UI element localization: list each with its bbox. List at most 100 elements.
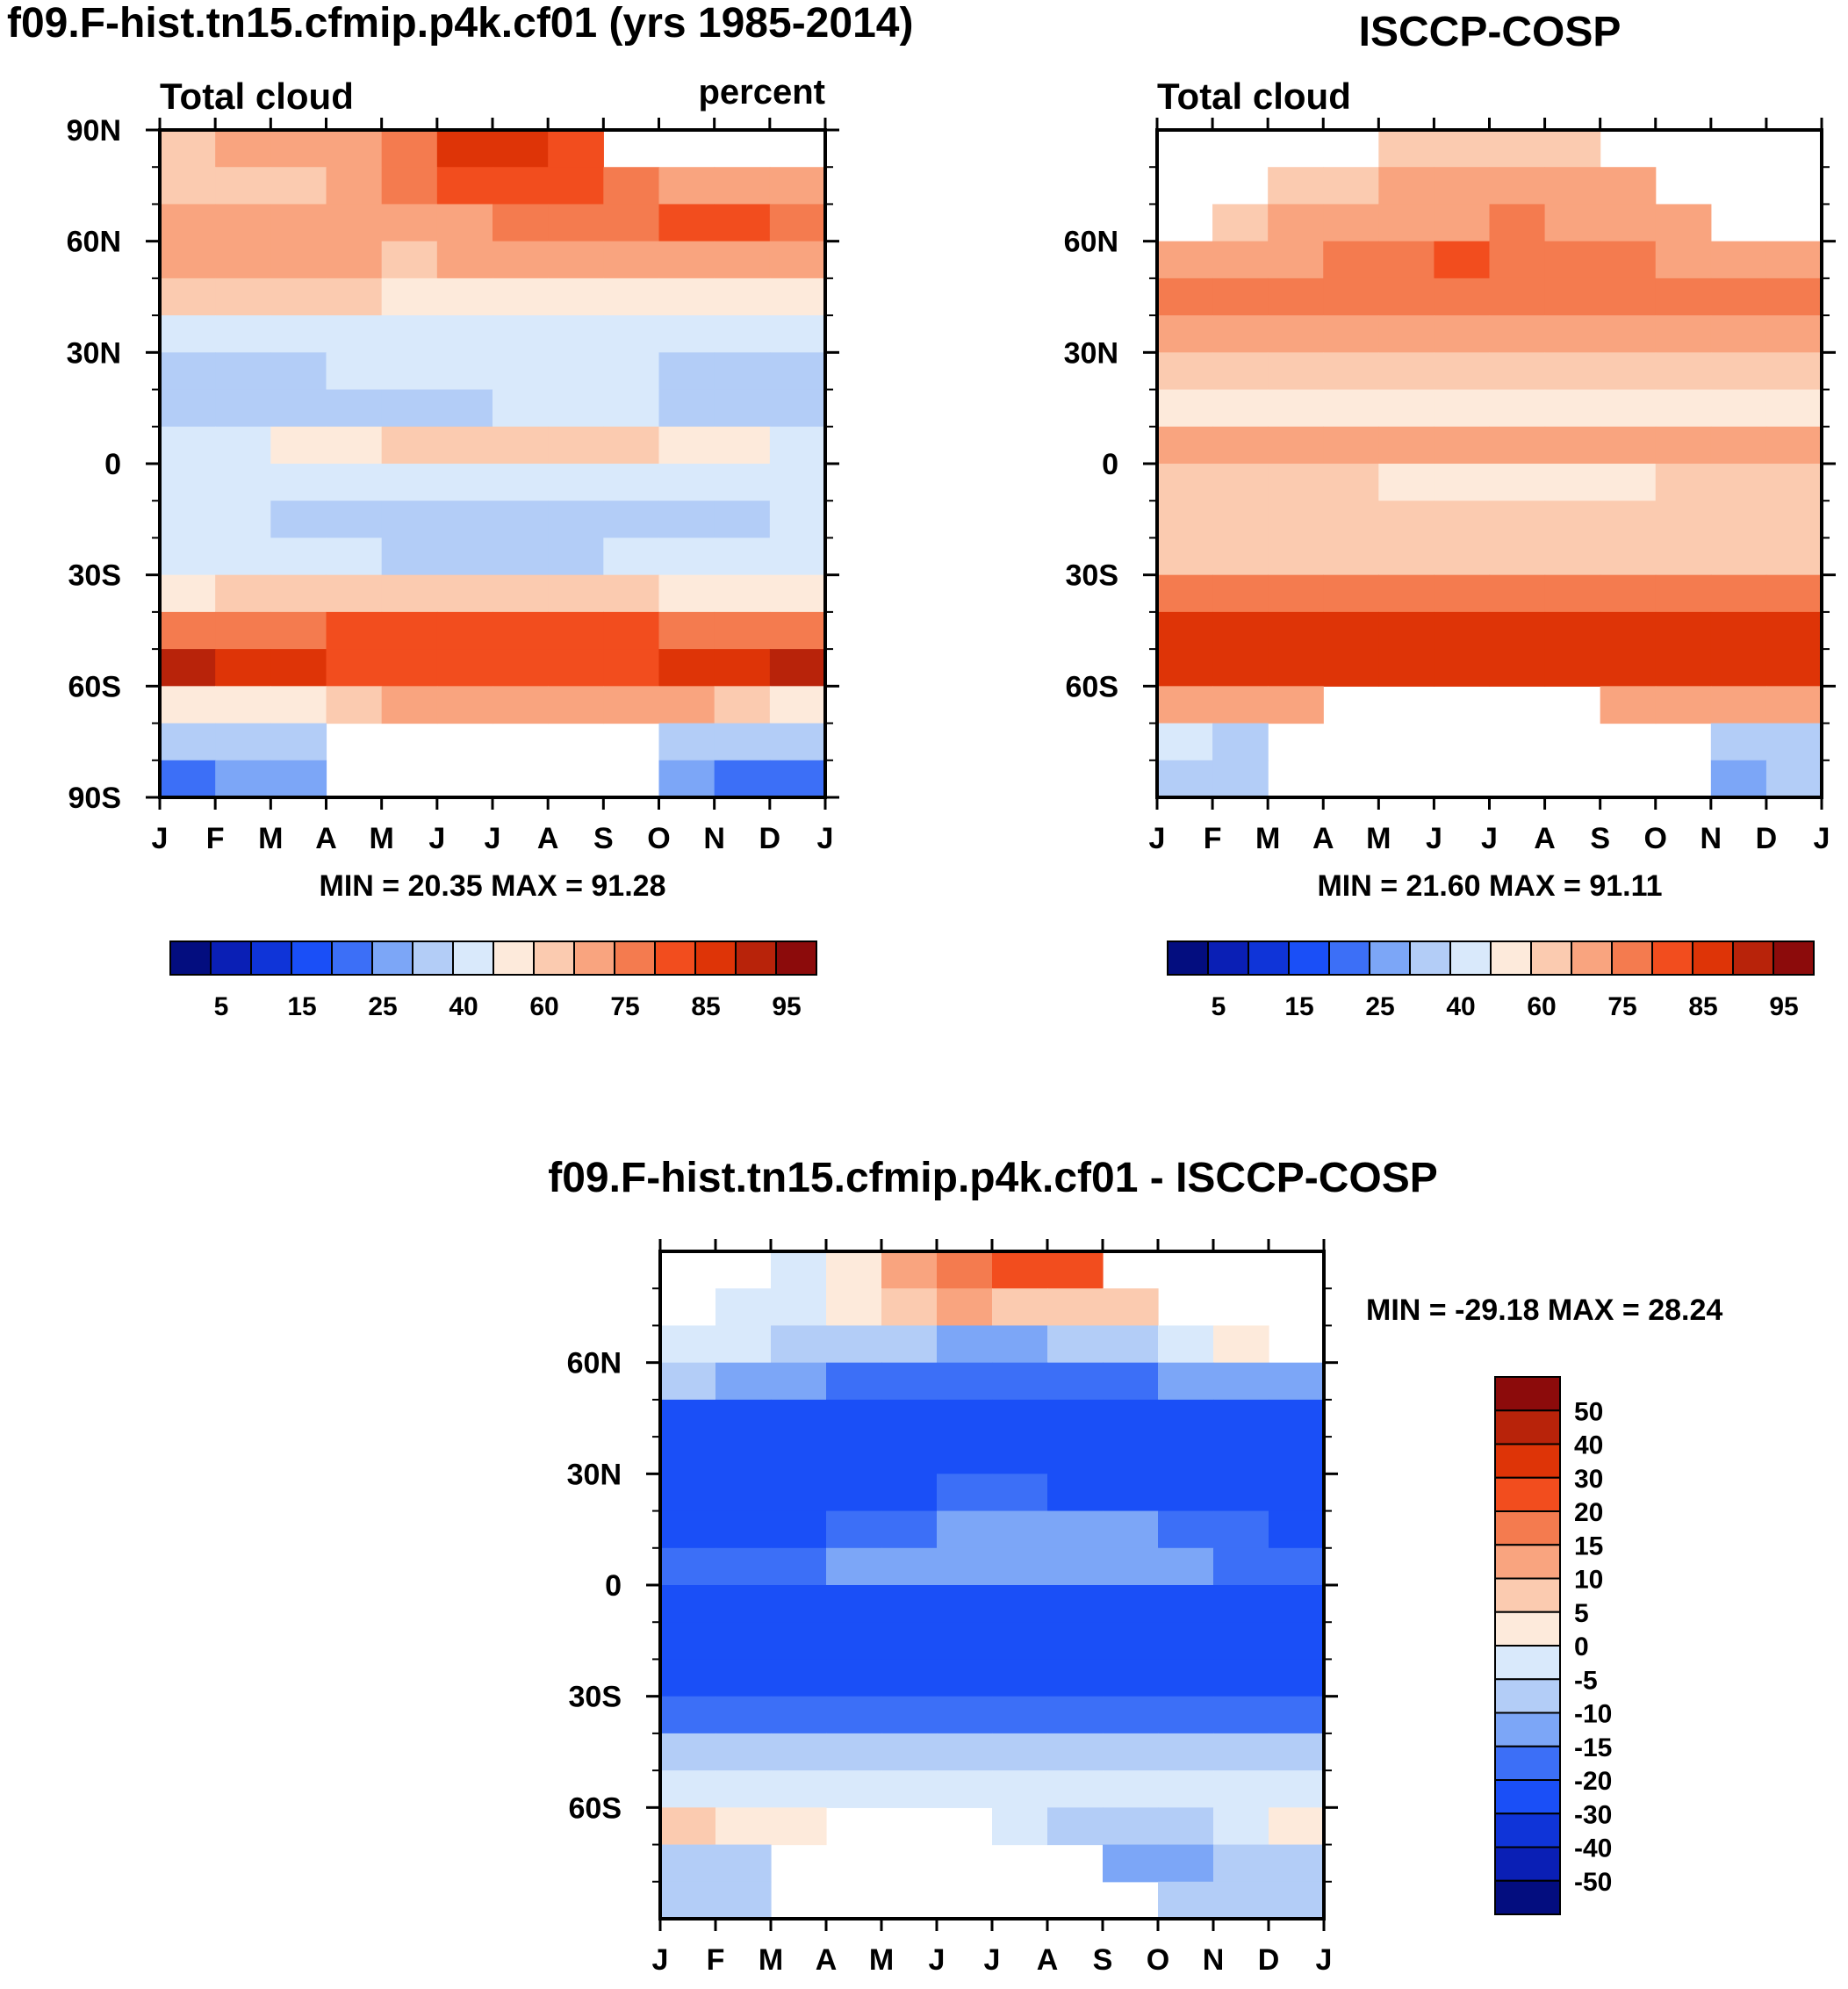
contour-cell [1378, 649, 1435, 687]
model-variable-label: Total cloud [160, 76, 354, 117]
contour-cell [660, 1325, 716, 1364]
contour-cell [660, 1474, 716, 1512]
contour-cell [1765, 277, 1823, 316]
contour-cell [1323, 389, 1379, 428]
contour-cell [548, 389, 604, 428]
contour-cell [1434, 649, 1491, 687]
contour-cell [326, 686, 383, 724]
contour-cell [660, 1622, 716, 1661]
contour-cell [1212, 464, 1269, 501]
colorbar-label: -10 [1574, 1700, 1612, 1729]
contour-cell [881, 1622, 938, 1661]
contour-cell [1655, 537, 1712, 576]
contour-cell [1378, 352, 1435, 391]
contour-cell [658, 611, 715, 650]
contour-cell [881, 1510, 938, 1549]
contour-cell [826, 1510, 882, 1549]
y-tick-label: 30S [569, 1681, 622, 1714]
contour-cell [326, 611, 383, 650]
contour-cell [1544, 389, 1601, 428]
contour-cell [160, 464, 216, 501]
contour-cell [1268, 352, 1324, 391]
contour-cell [714, 501, 771, 539]
contour-cell [658, 277, 715, 316]
contour-cell [1434, 315, 1491, 353]
contour-cell [769, 241, 826, 279]
contour-cell [771, 1733, 827, 1771]
contour-cell [1765, 723, 1823, 761]
colorbar-swatch [1449, 940, 1492, 976]
contour-cell [1600, 204, 1657, 242]
diff-contour-cells [660, 1251, 1325, 1920]
colorbar-swatch [1494, 1510, 1561, 1546]
colorbar-label: -5 [1574, 1666, 1598, 1695]
contour-cell [658, 241, 715, 279]
contour-cell [937, 1585, 993, 1623]
contour-cell [548, 464, 604, 501]
contour-cell [658, 352, 715, 391]
x-tick-label: N [1701, 822, 1722, 855]
contour-cell [1158, 1325, 1214, 1364]
contour-cell [714, 464, 771, 501]
contour-cell [769, 611, 826, 650]
contour-cell [715, 1510, 772, 1549]
contour-cell [1103, 1696, 1159, 1734]
colorbar-swatch [1328, 940, 1370, 976]
contour-cell [270, 760, 327, 798]
contour-cell [1655, 426, 1712, 465]
contour-cell [771, 1622, 827, 1661]
contour-cell [658, 426, 715, 465]
contour-cell [1103, 1510, 1159, 1549]
contour-cell [1489, 574, 1546, 613]
contour-cell [160, 723, 216, 761]
contour-cell [1434, 426, 1491, 465]
contour-cell [1378, 277, 1435, 316]
contour-cell [436, 611, 493, 650]
contour-cell [493, 501, 549, 539]
contour-cell [381, 389, 438, 428]
contour-cell [270, 649, 327, 687]
contour-cell [1269, 1659, 1325, 1697]
contour-cell [769, 389, 826, 428]
contour-cell [1378, 241, 1435, 279]
contour-cell [603, 611, 660, 650]
contour-cell [1378, 130, 1435, 168]
contour-cell [769, 760, 826, 798]
contour-cell [1765, 389, 1823, 428]
contour-cell [1158, 1844, 1214, 1883]
colorbar-label: 10 [1574, 1566, 1603, 1595]
colorbar-label: 15 [1574, 1531, 1603, 1560]
colorbar-label: -20 [1574, 1767, 1612, 1796]
colorbar-swatch [1772, 940, 1815, 976]
contour-cell [1489, 426, 1546, 465]
y-tick-label: 60N [567, 1347, 622, 1380]
y-tick-label: 60S [1066, 670, 1119, 703]
contour-cell [826, 1622, 882, 1661]
contour-cell [1103, 1325, 1159, 1364]
contour-cell [715, 1362, 772, 1401]
contour-cell [215, 389, 271, 428]
contour-cell [715, 1770, 772, 1808]
contour-cell [771, 1547, 827, 1586]
x-tick-label: S [1093, 1943, 1113, 1977]
contour-cell [1489, 130, 1546, 168]
colorbar-swatch [331, 940, 373, 976]
contour-cell [1212, 723, 1269, 761]
colorbar-swatch [1494, 1779, 1561, 1815]
contour-cell [1103, 1807, 1159, 1846]
colorbar-swatch [1288, 940, 1330, 976]
contour-cell [270, 204, 327, 242]
contour-cell [1157, 315, 1213, 353]
contour-cell [1600, 686, 1657, 724]
contour-cell [1213, 1770, 1269, 1808]
colorbar-swatch [1651, 940, 1693, 976]
contour-cell [1269, 1622, 1325, 1661]
colorbar-swatch [1732, 940, 1774, 976]
contour-cell [771, 1659, 827, 1697]
contour-cell [1544, 426, 1601, 465]
contour-cell [1765, 315, 1823, 353]
contour-cell [769, 464, 826, 501]
contour-cell [937, 1251, 993, 1289]
contour-cell [1323, 501, 1379, 539]
colorbar-swatch [1494, 1678, 1561, 1714]
